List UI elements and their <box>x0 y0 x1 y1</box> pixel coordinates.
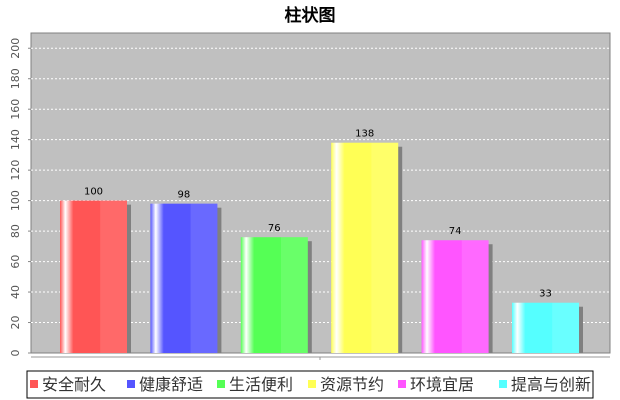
data-label: 100 <box>84 187 103 198</box>
y-tick-label: 160 <box>9 99 22 120</box>
bar-highlight <box>100 200 127 353</box>
y-tick-label: 60 <box>9 255 22 269</box>
y-tick-label: 20 <box>9 316 22 330</box>
bar-6 <box>512 302 579 353</box>
legend-swatch <box>398 380 406 388</box>
bar-highlight <box>552 302 579 353</box>
chart-title: 柱状图 <box>285 5 336 26</box>
data-label: 33 <box>539 289 552 300</box>
y-tick-label: 80 <box>9 224 22 238</box>
data-label: 138 <box>355 129 374 140</box>
y-tick-label: 180 <box>9 68 22 89</box>
legend-swatch <box>30 380 38 388</box>
y-tick-label: 120 <box>9 160 22 181</box>
bar-highlight <box>371 142 399 353</box>
bar-1 <box>60 200 127 353</box>
y-tick-label: 100 <box>9 190 22 211</box>
legend-item-label: 环境宜居 <box>410 375 474 394</box>
legend-swatch <box>127 380 135 388</box>
legend-item-label: 安全耐久 <box>42 375 106 394</box>
bar-3 <box>240 237 308 353</box>
data-label: 98 <box>178 190 191 201</box>
legend-swatch <box>499 380 507 388</box>
legend-item-label: 生活便利 <box>229 375 293 394</box>
data-label: 76 <box>268 223 281 234</box>
legend-swatch <box>308 380 316 388</box>
bar-4 <box>331 142 399 353</box>
legend-item-label: 提高与创新 <box>511 375 591 394</box>
bar-5 <box>421 240 489 353</box>
y-tick-label: 140 <box>9 129 22 150</box>
legend-swatch <box>217 380 225 388</box>
legend-item-label: 健康舒适 <box>139 375 203 394</box>
legend-item-label: 资源节约 <box>320 375 384 394</box>
bar-highlight <box>461 240 489 353</box>
y-tick-label: 200 <box>9 38 22 59</box>
y-tick-label: 0 <box>9 350 22 357</box>
bar-2 <box>150 203 218 353</box>
y-tick-label: 40 <box>9 285 22 299</box>
data-label: 74 <box>449 226 462 237</box>
bar-highlight <box>190 203 218 353</box>
bar-highlight <box>281 237 308 353</box>
